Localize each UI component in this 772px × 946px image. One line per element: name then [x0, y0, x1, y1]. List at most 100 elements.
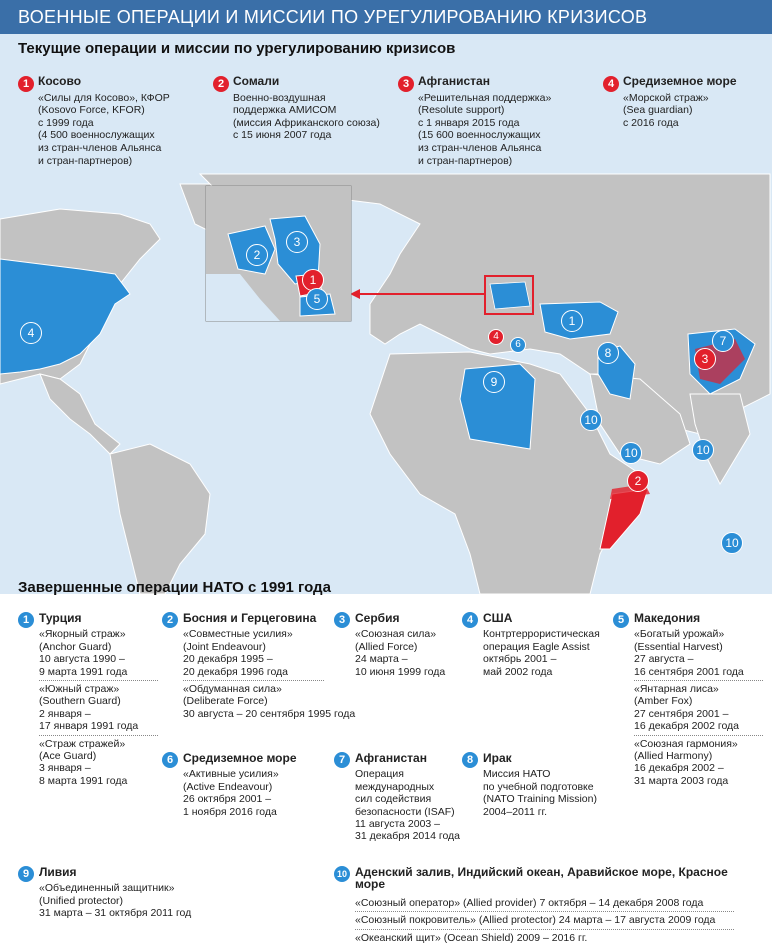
item-line: 3 января – — [39, 762, 91, 775]
number-badge: 3 — [334, 612, 350, 628]
item-title: Сомали — [233, 74, 280, 88]
item-line: операция Eagle Assist — [483, 640, 590, 653]
item-line: Контртеррористическая — [483, 628, 600, 641]
item-line: по учебной подготовке — [483, 780, 594, 793]
item-line: 16 декабря 2002 – — [634, 762, 724, 775]
number-badge: 6 — [162, 752, 178, 768]
item-line: международных — [355, 780, 435, 793]
item-title: Ирак — [483, 751, 512, 765]
inset-marker-bosnia: 2 — [246, 244, 268, 266]
south-america-landmass — [109, 443, 211, 594]
item-line: с 2016 года — [623, 116, 679, 129]
item-line: «Союзная сила» — [355, 628, 437, 641]
item-line: 2004–2011 гг. — [483, 805, 547, 818]
current-item-afghanistan: 3 Афганистан «Решительная поддержка» (Re… — [398, 74, 588, 167]
item-line: 9 марта 1991 года — [39, 666, 158, 682]
map-marker-somalia: 2 — [627, 470, 649, 492]
item-title: Турция — [39, 611, 82, 625]
item-line: 16 декабря 2002 года — [634, 720, 763, 736]
item-line: 1 ноября 2016 года — [183, 805, 277, 818]
inset-sea — [206, 274, 280, 321]
current-item-kosovo: 1 Косово «Силы для Косово», КФОР (Kosovo… — [18, 74, 198, 167]
current-item-mediterranean: 4 Средиземное море «Морской страж» (Sea … — [603, 74, 768, 129]
item-line: 27 августа – — [634, 653, 694, 666]
item-line: 31 декабря 2014 года — [355, 830, 461, 843]
inset-marker-serbia: 3 — [286, 231, 308, 253]
india-landmass — [689, 393, 751, 486]
item-line: (Active Endeavour) — [183, 780, 273, 793]
map-marker-indian-ocean: 10 — [721, 532, 743, 554]
number-badge: 5 — [613, 612, 629, 628]
item-title: Ливия — [39, 865, 77, 879]
item-line: «Активные усилия» — [183, 768, 279, 781]
item-line: «Союзный оператор» (Allied provider) 7 о… — [355, 895, 734, 913]
map-marker-afghanistan-done: 7 — [712, 330, 734, 352]
item-line: 27 сентября 2001 – — [634, 707, 729, 720]
number-badge: 2 — [213, 76, 229, 92]
number-badge: 2 — [162, 612, 178, 628]
item-line: «Океанский щит» (Ocean Shield) 2009 – 20… — [355, 931, 588, 944]
map-marker-arabian-sea: 10 — [692, 439, 714, 461]
completed-item-gulf-of-aden: 10 Аденский залив, Индийский океан, Арав… — [334, 866, 734, 946]
completed-item-macedonia: 5 Македония «Богатый урожай» (Essential … — [613, 612, 763, 787]
item-line: (15 600 военнослужащих — [418, 129, 541, 142]
usa-highlight — [0, 258, 131, 375]
header-bar: ВОЕННЫЕ ОПЕРАЦИИ И МИССИИ ПО УРЕГУЛИРОВА… — [0, 0, 772, 34]
item-line: Операция — [355, 768, 404, 781]
item-line: «Объединенный защитник» — [39, 882, 175, 895]
item-title: Сербия — [355, 611, 400, 625]
map-marker-gulf-of-aden: 10 — [620, 442, 642, 464]
item-line: 16 сентября 2001 года — [634, 666, 763, 682]
inset-marker-macedonia: 5 — [306, 288, 328, 310]
item-line: (Essential Harvest) — [634, 640, 723, 653]
current-item-somalia: 2 Сомали Военно-воздушная поддержка АМИС… — [213, 74, 393, 142]
item-line: с 15 июня 2007 года — [233, 129, 332, 142]
item-line: 11 августа 2003 – — [355, 818, 441, 831]
item-line: и стран-партнеров) — [38, 154, 133, 167]
number-badge: 1 — [18, 612, 34, 628]
item-title: Косово — [38, 74, 82, 88]
item-line: 8 марта 1991 года — [39, 774, 128, 787]
item-line: (Unified protector) — [39, 894, 124, 907]
completed-item-turkey: 1 Турция «Якорный страж» (Anchor Guard) … — [18, 612, 158, 787]
item-title: Афганистан — [418, 74, 490, 88]
item-line: май 2002 года — [483, 665, 553, 678]
item-line: 2 января – — [39, 707, 91, 720]
item-line: (Sea guardian) — [623, 104, 693, 117]
item-line: 20 декабря 1996 года — [183, 666, 324, 682]
item-line: 24 марта – — [355, 653, 408, 666]
item-line: (Allied Harmony) — [634, 750, 713, 763]
item-title: Средиземное море — [623, 74, 737, 88]
item-line: 30 августа – 20 сентября 1995 года — [183, 707, 356, 720]
item-line: «Морской страж» — [623, 91, 709, 104]
item-line: (Southern Guard) — [39, 695, 121, 708]
item-title: Средиземное море — [183, 751, 297, 765]
page-title: ВОЕННЫЕ ОПЕРАЦИИ И МИССИИ ПО УРЕГУЛИРОВА… — [18, 7, 648, 27]
item-line: «Янтарная лиса» — [634, 683, 719, 696]
item-line: Миссия НАТО — [483, 768, 551, 781]
item-title: Афганистан — [355, 751, 427, 765]
item-line: 10 июня 1999 года — [355, 665, 446, 678]
item-line: «Южный страж» — [39, 683, 120, 696]
item-line: «Богатый урожай» — [634, 628, 725, 641]
item-line: и стран-партнеров) — [418, 154, 513, 167]
item-line: (Joint Endeavour) — [183, 640, 266, 653]
central-america-landmass — [39, 373, 121, 455]
map-marker-iraq: 8 — [597, 342, 619, 364]
item-line: октябрь 2001 – — [483, 653, 557, 666]
item-line: из стран-членов Альянса — [418, 141, 542, 154]
item-line: поддержка АМИСОМ — [233, 104, 337, 117]
number-badge: 10 — [334, 866, 350, 882]
current-operations-title: Текущие операции и миссии по урегулирова… — [18, 40, 456, 57]
item-line: (миссия Африканского союза) — [233, 116, 380, 129]
number-badge: 1 — [18, 76, 34, 92]
completed-item-bosnia: 2 Босния и Герцеговина «Совместные усили… — [162, 612, 356, 720]
item-line: 20 декабря 1995 – — [183, 653, 273, 666]
item-line: из стран-членов Альянса — [38, 141, 162, 154]
item-line: (Resolute support) — [418, 104, 505, 117]
item-line: (Anchor Guard) — [39, 640, 112, 653]
item-line: «Союзная гармония» — [634, 737, 738, 750]
number-badge: 4 — [462, 612, 478, 628]
number-badge: 3 — [398, 76, 414, 92]
item-line: сил содействия — [355, 793, 432, 806]
